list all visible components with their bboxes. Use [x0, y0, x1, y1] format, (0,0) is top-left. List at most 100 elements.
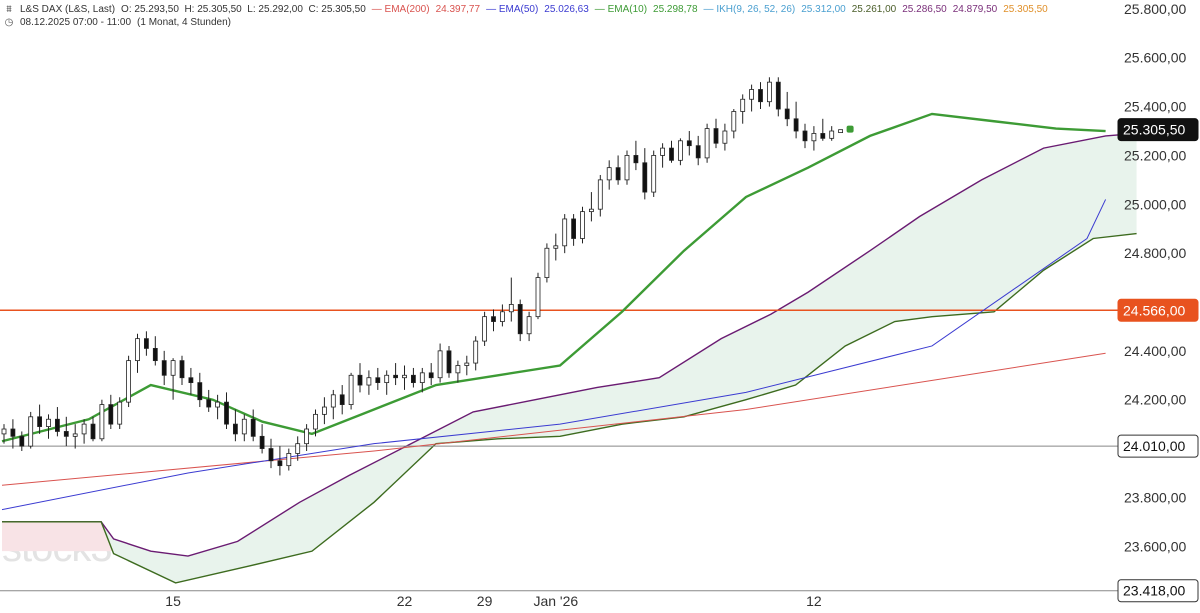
legend-period: (1 Monat, 4 Stunden) — [137, 17, 231, 28]
last-price-marker — [846, 125, 854, 133]
candle — [811, 126, 817, 151]
candle-body-up — [117, 401, 123, 425]
candle-body-down — [108, 404, 114, 425]
candle-body-up — [553, 245, 559, 249]
candle-body-up — [544, 247, 550, 278]
price-badge-box — [1117, 298, 1199, 322]
candle-body-up — [304, 428, 310, 445]
candle — [589, 192, 594, 222]
candle-body-up — [419, 372, 425, 384]
candle — [90, 416, 96, 442]
candle-body-down — [410, 374, 416, 384]
x-tick-label: Jan '26 — [533, 593, 578, 609]
candle-body-down — [695, 145, 701, 159]
ikh-span-a-line — [2, 132, 1137, 557]
candle — [197, 372, 203, 408]
candle-body-up — [740, 98, 746, 112]
candle-body-up — [499, 311, 505, 322]
candle — [402, 365, 407, 390]
candle-body-up — [464, 362, 470, 366]
candle — [838, 129, 843, 134]
candle-body-down — [802, 130, 808, 142]
legend-date: 08.12.2025 07:00 - 11:00 — [20, 17, 132, 28]
candle — [571, 214, 576, 246]
candle — [526, 311, 532, 342]
candle — [81, 419, 87, 444]
y-tick-label: 25.400,00 — [1124, 99, 1186, 115]
candle — [55, 407, 60, 437]
candle-body-up — [135, 338, 140, 362]
candle-body-up — [295, 443, 301, 454]
candle — [286, 448, 292, 471]
candle-body-down — [90, 423, 96, 440]
candle — [669, 140, 674, 163]
candle — [99, 399, 105, 442]
candle — [517, 299, 523, 342]
candle-body-down — [179, 360, 185, 379]
legend-ikh-v2: 25.261,00 — [851, 4, 897, 15]
legend-ema50: — EMA(50) — [486, 4, 539, 15]
candle — [758, 82, 763, 110]
candle — [28, 411, 34, 449]
candle-body-up — [722, 130, 728, 144]
candle-body-up — [215, 401, 221, 408]
candle-body-up — [508, 304, 514, 313]
candle-body-up — [482, 316, 488, 342]
candle-body-up — [402, 374, 407, 379]
candle — [321, 397, 327, 425]
legend-symbol: L&S DAX (L&S, Last) — [20, 4, 116, 15]
candle-body-up — [126, 360, 131, 403]
candle — [277, 446, 283, 476]
candle-body-down — [669, 147, 674, 161]
candle-body-down — [37, 416, 42, 427]
legend-row-1: ⩩ L&S DAX (L&S, Last) O: 25.293,50 H: 25… — [4, 3, 1047, 16]
candle-body-down — [642, 162, 648, 193]
candle — [375, 367, 381, 390]
candle — [63, 416, 69, 447]
candle — [72, 424, 78, 449]
candle — [161, 350, 167, 386]
price-badge-label: 25.305,50 — [1123, 122, 1185, 138]
candle-body-up — [660, 147, 665, 156]
candle — [731, 109, 737, 139]
candle — [143, 331, 149, 356]
chart-type-icon[interactable]: ⩩ — [6, 4, 12, 15]
candle — [491, 309, 496, 332]
y-tick-label: 24.200,00 — [1124, 392, 1186, 408]
price-badge: 24.566,00 — [1117, 298, 1199, 322]
candle-body-down — [339, 394, 345, 405]
candle — [268, 438, 274, 469]
y-tick-label: 25.800,00 — [1124, 1, 1186, 17]
candle — [508, 277, 514, 322]
candle — [713, 118, 719, 149]
candle — [170, 358, 176, 400]
candle — [19, 431, 25, 451]
price-badge-label: 24.010,00 — [1123, 438, 1185, 454]
candle — [224, 392, 229, 430]
candle-body-up — [678, 140, 683, 161]
candle-body-down — [428, 372, 434, 379]
candle — [624, 150, 630, 185]
legend-ema200: — EMA(200) — [371, 4, 430, 15]
candle — [695, 135, 701, 166]
legend-ikh-v3: 25.286,50 — [902, 4, 947, 15]
candle-body-down — [55, 418, 60, 432]
y-tick-label: 24.400,00 — [1124, 343, 1186, 359]
candle-body-down — [686, 140, 692, 147]
candle-body-up — [46, 418, 51, 427]
candle — [295, 436, 301, 461]
candle-body-up — [286, 453, 292, 467]
candle — [473, 336, 479, 371]
candle — [126, 355, 131, 408]
candle-body-up — [624, 155, 630, 181]
candle — [108, 394, 114, 430]
legend-ema200-value: 24.397,77 — [435, 4, 481, 15]
candle — [633, 140, 639, 171]
candle — [357, 363, 363, 393]
candle-body-down — [197, 382, 203, 401]
x-tick-label: 29 — [477, 593, 493, 609]
y-tick-label: 25.200,00 — [1124, 147, 1186, 163]
price-badge: 23.418,00 — [1117, 579, 1199, 603]
candle-body-up — [81, 423, 87, 435]
